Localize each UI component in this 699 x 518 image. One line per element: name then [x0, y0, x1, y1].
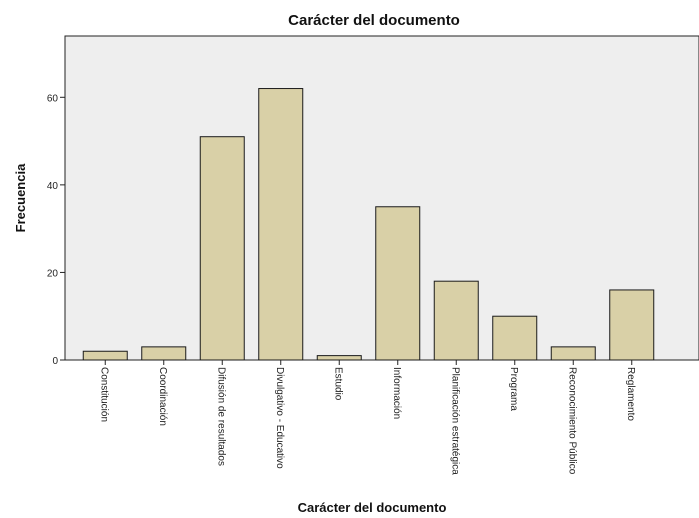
bar-8: [550, 346, 596, 361]
x-tick-label: Planificación estratégica: [449, 367, 460, 475]
y-tick-label: 20: [47, 268, 59, 279]
y-axis: 0 20 40 60: [47, 93, 65, 367]
bar-0: [82, 350, 128, 361]
x-tick-label: Reglamento: [625, 367, 636, 421]
x-tick-label: Constitución: [98, 367, 109, 422]
bar-2: [199, 136, 245, 361]
x-tick-label: Reconocimiento Público: [566, 367, 577, 475]
bar-7: [492, 315, 538, 361]
bars-group: [82, 88, 655, 361]
bar-9: [609, 289, 655, 361]
chart-title: Carácter del documento: [288, 12, 460, 29]
bar-5: [375, 206, 421, 361]
x-tick-label: Programa: [508, 367, 519, 411]
bar-4: [316, 355, 362, 361]
bar-1: [141, 346, 187, 361]
x-tick-label: Coordinación: [157, 367, 168, 426]
x-tick-label: Información: [391, 367, 402, 419]
x-tick-label: Estudio: [332, 367, 343, 401]
y-axis-title: Frecuencia: [13, 163, 28, 232]
x-tick-label: Divulgativo - Educativo: [274, 367, 285, 469]
x-tick-label: Difusión de resultados: [215, 367, 226, 466]
x-axis-title: Carácter del documento: [298, 500, 447, 515]
y-tick-label: 60: [47, 93, 59, 104]
bar-6: [433, 280, 479, 361]
bar-3: [258, 88, 304, 361]
y-tick-label: 40: [47, 181, 59, 192]
x-axis: Constitución Coordinación Difusión de resu…: [98, 360, 636, 475]
y-tick-label: 0: [52, 356, 58, 367]
